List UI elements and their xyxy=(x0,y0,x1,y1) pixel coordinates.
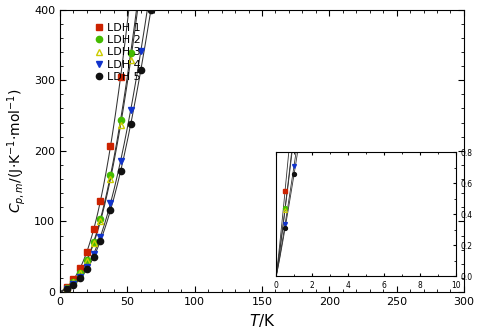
LDH 1 xyxy=(77,266,83,270)
LDH 2 xyxy=(128,51,133,55)
LDH 4 xyxy=(118,159,123,163)
LDH 5 xyxy=(64,287,70,291)
Line: LDH 3: LDH 3 xyxy=(64,0,467,291)
LDH 4 xyxy=(91,252,96,256)
LDH 4 xyxy=(128,108,133,112)
Line: LDH 4: LDH 4 xyxy=(64,0,467,292)
LDH 3 xyxy=(118,123,123,127)
LDH 4 xyxy=(97,234,103,239)
LDH 1 xyxy=(91,227,96,231)
LDH 4 xyxy=(77,275,83,279)
LDH 3 xyxy=(91,242,96,246)
LDH 2 xyxy=(97,217,103,221)
LDH 1 xyxy=(118,75,123,79)
LDH 4 xyxy=(138,49,144,53)
LDH 1 xyxy=(71,277,76,281)
Legend: LDH 1, LDH 2, LDH 3, LDH 4, LDH 5: LDH 1, LDH 2, LDH 3, LDH 4, LDH 5 xyxy=(94,21,143,84)
LDH 2 xyxy=(118,118,123,122)
LDH 2 xyxy=(91,240,96,244)
LDH 2 xyxy=(108,174,113,178)
LDH 3 xyxy=(77,271,83,275)
LDH 5 xyxy=(71,283,76,287)
LDH 4 xyxy=(108,201,113,205)
LDH 5 xyxy=(118,169,123,173)
LDH 4 xyxy=(84,265,90,269)
LDH 3 xyxy=(128,58,133,62)
X-axis label: $\mathit{T}$/K: $\mathit{T}$/K xyxy=(249,313,276,329)
LDH 2 xyxy=(77,271,83,275)
LDH 5 xyxy=(138,68,144,72)
LDH 5 xyxy=(97,239,103,243)
Y-axis label: $\mathit{C}$$_{p,m}$/(J·K$^{-1}$·mol$^{-1}$): $\mathit{C}$$_{p,m}$/(J·K$^{-1}$·mol$^{-… xyxy=(6,88,28,213)
LDH 3 xyxy=(84,259,90,263)
LDH 4 xyxy=(64,287,70,291)
LDH 5 xyxy=(128,122,133,126)
Line: LDH 1: LDH 1 xyxy=(64,0,467,290)
LDH 5 xyxy=(84,267,90,271)
LDH 3 xyxy=(71,280,76,284)
LDH 5 xyxy=(77,276,83,280)
LDH 5 xyxy=(91,255,96,259)
LDH 5 xyxy=(148,8,154,12)
LDH 1 xyxy=(64,285,70,289)
LDH 2 xyxy=(71,280,76,284)
LDH 2 xyxy=(84,258,90,262)
LDH 1 xyxy=(108,144,113,148)
LDH 1 xyxy=(97,199,103,203)
LDH 1 xyxy=(84,250,90,254)
LDH 3 xyxy=(108,177,113,181)
LDH 2 xyxy=(64,286,70,290)
Line: LDH 2: LDH 2 xyxy=(64,0,467,291)
Line: LDH 5: LDH 5 xyxy=(64,0,467,292)
LDH 3 xyxy=(64,286,70,290)
LDH 5 xyxy=(108,208,113,212)
LDH 4 xyxy=(71,282,76,286)
LDH 3 xyxy=(97,219,103,223)
